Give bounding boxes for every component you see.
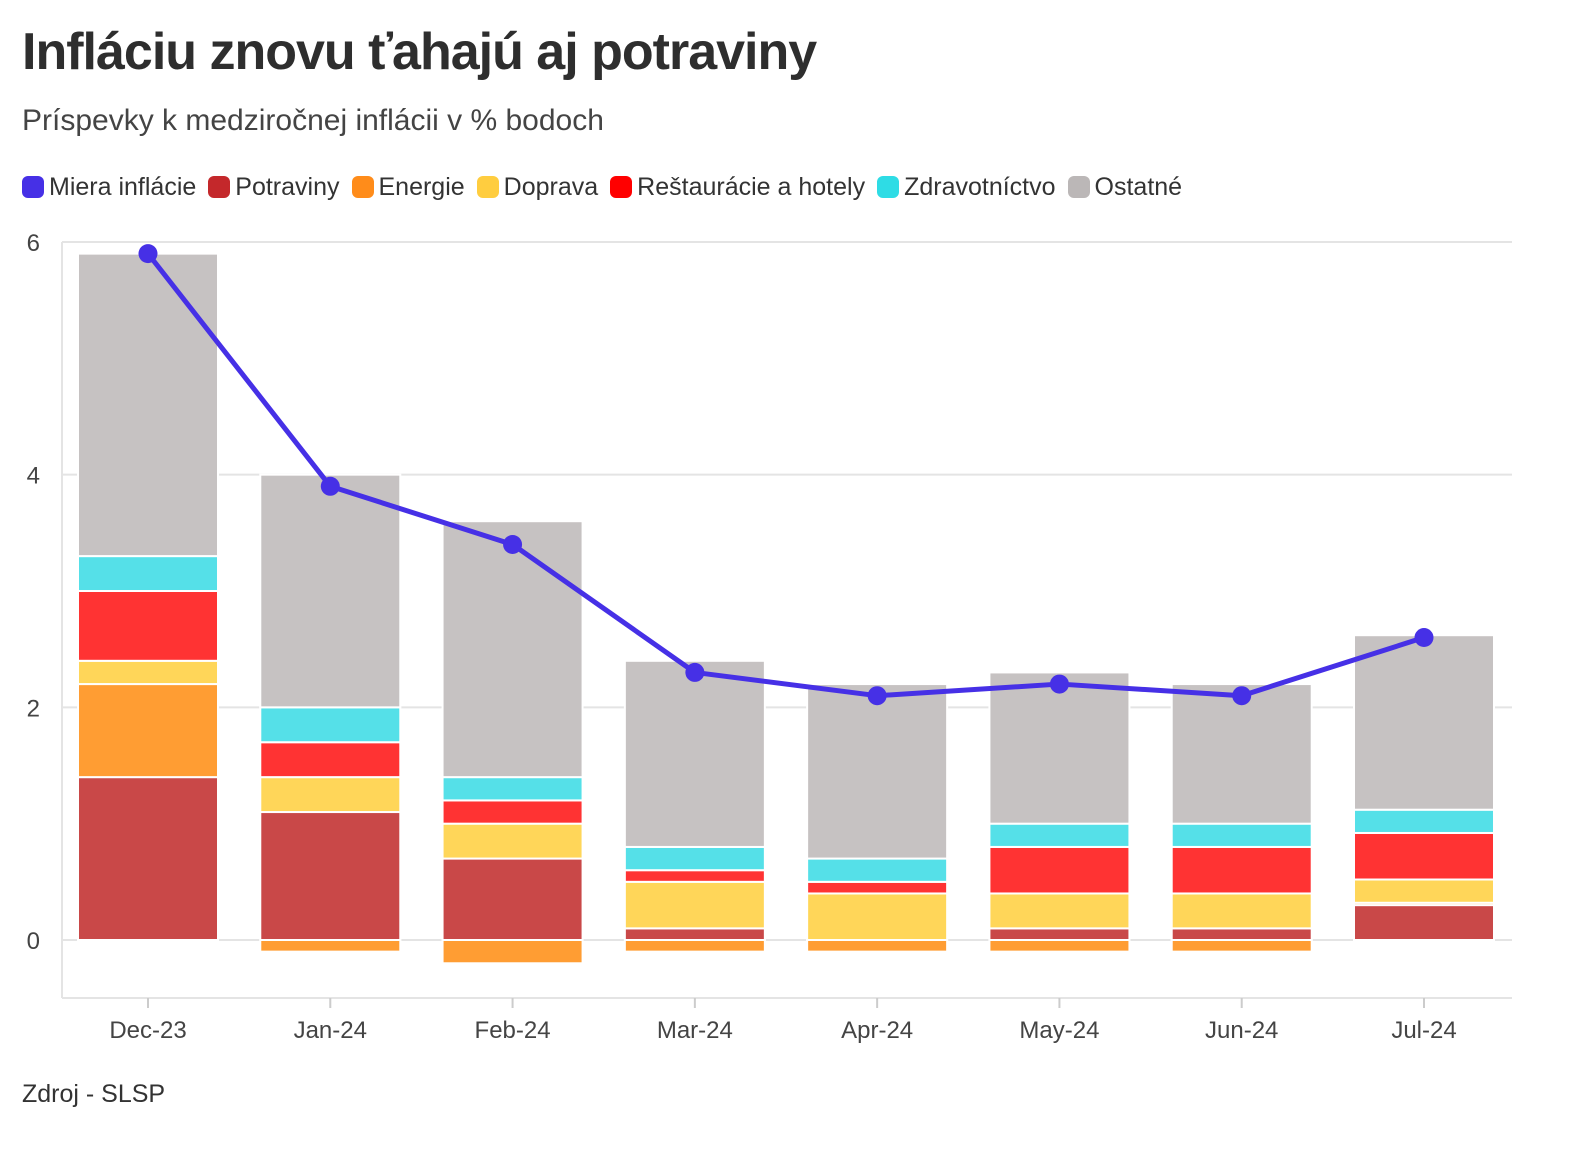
bar-segment [623,927,766,941]
legend-item-doprava: Doprava [476,172,599,202]
legend-item-zdravotnictvo: Zdravotníctvo [877,172,1056,202]
bar-segment [1170,892,1313,930]
legend-swatch-zdravotnictvo [877,176,900,198]
chart-subtitle: Príspevky k medziročnej inflácii v % bod… [22,104,604,137]
legend-item-energie: Energie [351,172,465,202]
bar-segment [623,659,766,848]
bar-segment [259,706,402,744]
bar-segment [806,939,949,953]
bar-segment [77,683,219,779]
legend-label: Reštaurácie a hotely [637,172,866,201]
legend-swatch-miera-inflacie [22,176,44,198]
y-tick-label: 0 [27,928,40,955]
bar-segment [1170,927,1313,941]
legend-label: Energie [378,172,465,201]
bar-segment [1353,831,1495,881]
x-tick-label: Mar-24 [657,1017,733,1044]
bar-segment [441,799,584,825]
bar-segment [441,857,584,941]
chart-title: Infláciu znovu ťahajú aj potraviny [22,23,817,81]
stacked-bar-line-chart: 0 2 4 6 Dec-23 Jan-24 Feb-24 Mar-24 Apr-24 May-24… [27,230,1512,1044]
bar-segment [77,590,219,662]
bar-segment [623,869,766,883]
bar-segment [1170,939,1313,953]
legend-swatch-ostatne [1067,176,1090,198]
inflation-point [1414,628,1434,648]
bar-segment [806,892,949,942]
bar-segment [1353,904,1495,941]
inflation-point [320,476,340,496]
bar-segment [988,927,1131,941]
bar-segment [988,845,1131,895]
legend-item-restauracie: Reštaurácie a hotely [610,173,865,202]
x-tick-label: Jul-24 [1391,1017,1456,1044]
bar-segment [441,939,584,965]
bar-segment [77,776,219,942]
legend-label: Zdravotníctvo [904,172,1056,201]
bar-segment [441,776,584,802]
bar-segment [1353,634,1495,811]
bar-segment [806,683,949,860]
x-tick-label: Feb-24 [475,1017,551,1044]
y-tick-label: 6 [27,230,40,257]
bar-segment [1170,845,1313,895]
bar-segment [623,880,766,930]
inflation-line [146,252,1425,699]
legend-item-ostatne: Ostatné [1067,172,1183,202]
bar-segment [623,845,766,872]
bar-segment [259,473,402,709]
bar-segment [259,776,402,814]
bar-segment [77,555,219,593]
bar-segment [259,741,402,779]
bar-segment [1353,808,1495,834]
legend: Miera inflácie Potraviny Energie Doprava… [22,170,1194,204]
bar-segment [259,811,402,941]
bar-segment [441,822,584,860]
legend-swatch-energie [351,176,374,198]
x-tick-label: May-24 [1019,1017,1099,1044]
bar-segment [988,822,1131,848]
bar-segment [441,520,584,779]
legend-swatch-doprava [476,176,499,198]
inflation-point [685,662,705,682]
x-tick-label: Dec-23 [109,1017,186,1044]
inflation-point [1232,686,1252,706]
inflation-point [138,244,158,264]
source-note: Zdroj - SLSP [22,1080,166,1108]
bar-segment [1353,878,1495,904]
inflation-point [503,534,523,554]
legend-swatch-restauracie [610,176,633,198]
bar-segment [77,659,219,686]
bar-segment [1170,822,1313,848]
legend-item-potraviny: Potraviny [208,172,340,202]
legend-label: Potraviny [235,172,340,201]
bar-segment [77,252,219,558]
bar-segment [1170,683,1313,825]
x-tick-label: Jun-24 [1205,1017,1278,1044]
inflation-point [1049,674,1069,694]
bar-segment [988,671,1131,825]
bar-segment [988,939,1131,953]
legend-label: Miera inflácie [49,172,197,201]
x-tick-label: Jan-24 [294,1017,367,1044]
bar-segment [988,892,1131,930]
y-tick-label: 4 [27,463,40,490]
bar-segment [623,939,766,953]
legend-item-miera-inflacie: Miera inflácie [22,173,196,202]
legend-swatch-potraviny [208,176,231,198]
bar-segment [806,857,949,883]
bar-segment [806,880,949,895]
bar-segment [259,939,402,953]
x-tick-label: Apr-24 [841,1017,913,1044]
legend-label: Doprava [503,172,599,201]
inflation-point [867,686,887,706]
legend-label: Ostatné [1094,172,1183,201]
y-tick-label: 2 [27,695,40,722]
